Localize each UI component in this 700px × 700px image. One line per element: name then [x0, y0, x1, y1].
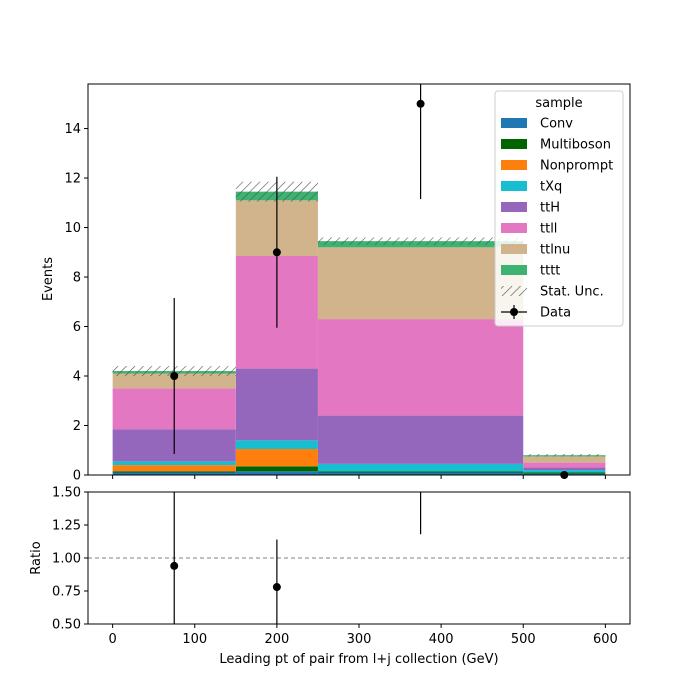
x-tick-label-2: 200 — [264, 632, 289, 647]
bar-ttll-bin-3 — [523, 462, 606, 468]
legend-label-data: Data — [540, 306, 571, 321]
bar-nonprompt-bin-1 — [235, 449, 318, 467]
ratio-plot-frame — [87, 491, 631, 625]
legend-label-ttll: ttll — [540, 222, 557, 237]
bar-nonprompt-bin-0 — [112, 465, 236, 472]
ratio-point-0 — [170, 561, 179, 570]
legend-swatch-nonprompt — [501, 160, 527, 170]
bar-multiboson-bin-1 — [235, 466, 318, 472]
stat-unc-band-bin-3 — [523, 453, 606, 457]
main-y-tick-label-2: 4 — [73, 370, 81, 385]
main-y-axis-label: Events — [41, 257, 56, 301]
ratio-y-ticks: 0.50 0.75 1.00 1.25 1.50 — [52, 486, 88, 633]
legend-swatch-txq — [501, 181, 527, 191]
legend-label-conv: Conv — [540, 117, 573, 132]
legend-swatch-conv — [501, 118, 527, 128]
ratio-y-axis-label: Ratio — [29, 541, 44, 574]
legend-swatch-ttll — [501, 223, 527, 233]
main-y-tick-label-6: 12 — [64, 172, 81, 187]
bar-tth-bin-2 — [317, 415, 524, 464]
ratio-y-tick-label-2: 1.00 — [52, 552, 81, 567]
ratio-points — [170, 492, 422, 624]
main-y-tick-label-5: 10 — [64, 221, 81, 236]
legend-label-nonprompt: Nonprompt — [540, 159, 613, 174]
legend-label-stat-unc-: Stat. Unc. — [540, 285, 604, 300]
ratio-x-ticks: 0 100 200 300 400 500 600 — [108, 624, 618, 647]
stat-unc-band-bin-2 — [317, 237, 524, 245]
bar-tth-bin-3 — [523, 467, 606, 471]
data-point-1 — [272, 248, 281, 257]
bar-multiboson-bin-2 — [317, 471, 524, 473]
bar-conv-bin-0 — [112, 472, 236, 475]
x-tick-label-5: 500 — [511, 632, 536, 647]
ratio-y-tick-label-1: 0.75 — [52, 585, 81, 600]
bar-conv-bin-1 — [235, 471, 318, 475]
data-point-2 — [416, 99, 425, 108]
ratio-y-tick-label-4: 1.50 — [52, 486, 81, 501]
legend-swatch-ttlnu — [501, 244, 527, 254]
legend: sample Conv Multiboson Nonprompt tXq ttH ttll… — [494, 90, 624, 327]
bar-ttll-bin-2 — [317, 319, 524, 416]
legend-label-multiboson: Multiboson — [540, 138, 611, 153]
main-y-tick-label-1: 2 — [73, 419, 81, 434]
stacked-bars — [112, 191, 606, 475]
bar-tth-bin-1 — [235, 368, 318, 441]
legend-swatch-multiboson — [501, 139, 527, 149]
ratio-y-tick-label-3: 1.25 — [52, 519, 81, 534]
ratio-point-1 — [272, 583, 281, 592]
main-panel: 0 2 4 6 8 10 12 14 Events — [41, 83, 631, 484]
main-y-ticks: 0 2 4 6 8 10 12 14 — [64, 122, 88, 484]
legend-label-txq: tXq — [540, 180, 562, 195]
x-tick-label-1: 100 — [182, 632, 207, 647]
legend-swatch-stat-unc- — [501, 286, 527, 296]
legend-swatch-tth — [501, 202, 527, 212]
x-tick-label-6: 600 — [593, 632, 618, 647]
x-tick-label-3: 300 — [347, 632, 372, 647]
bar-conv-bin-2 — [317, 472, 524, 475]
main-y-tick-label-7: 14 — [64, 122, 81, 137]
legend-marker-data — [510, 308, 518, 316]
main-y-tick-label-4: 8 — [73, 271, 81, 286]
data-point-0 — [170, 372, 179, 381]
x-tick-label-0: 0 — [108, 632, 116, 647]
bar-txq-bin-1 — [235, 440, 318, 450]
bar-txq-bin-0 — [112, 461, 236, 466]
x-tick-label-4: 400 — [429, 632, 454, 647]
ratio-y-tick-label-0: 0.50 — [52, 618, 81, 633]
bar-multiboson-bin-0 — [112, 471, 236, 473]
legend-swatch-tttt — [501, 265, 527, 275]
main-y-tick-label-3: 6 — [73, 320, 81, 335]
legend-label-tth: ttH — [540, 201, 560, 216]
legend-title: sample — [535, 96, 582, 111]
legend-label-tttt: tttt — [540, 264, 560, 279]
main-y-tick-label-0: 0 — [73, 469, 81, 484]
bar-txq-bin-2 — [317, 463, 524, 472]
ratio-panel: 0.50 0.75 1.00 1.25 1.50 0 100 200 300 400 500 600… — [29, 486, 631, 667]
legend-label-ttlnu: ttlnu — [540, 243, 570, 258]
bar-ttlnu-bin-3 — [523, 456, 606, 463]
main-x-ticks — [112, 475, 606, 479]
bar-ttlnu-bin-2 — [317, 247, 524, 320]
x-axis-label: Leading pt of pair from l+j collection (… — [219, 652, 498, 667]
